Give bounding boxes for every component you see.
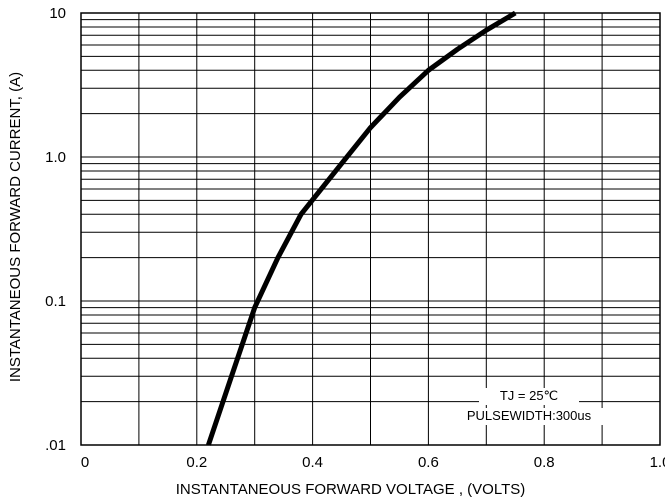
y-tick-label: .01 xyxy=(45,437,66,454)
y-axis-title: INSTANTANEOUS FORWARD CURRENT, (A) xyxy=(7,72,24,382)
forward-current-curve xyxy=(206,10,517,446)
y-tick-label: 10 xyxy=(49,5,66,22)
grid-lines xyxy=(81,12,660,446)
x-tick-label: 1.0 xyxy=(650,454,665,471)
y-tick-labels: .01 0.1 1.0 10 xyxy=(45,5,66,454)
plot-frame xyxy=(80,12,661,446)
x-tick-label: 0.4 xyxy=(302,454,323,471)
x-tick-label: 0.2 xyxy=(186,454,207,471)
x-tick-label: 0.8 xyxy=(534,454,555,471)
x-axis-title: INSTANTANEOUS FORWARD VOLTAGE , (VOLTS) xyxy=(176,481,525,498)
x-tick-label: 0 xyxy=(81,454,89,471)
y-tick-label: 0.1 xyxy=(45,293,66,310)
y-tick-label: 1.0 xyxy=(45,149,66,166)
annotation-text: PULSEWIDTH:300us xyxy=(467,408,592,423)
annotation-background xyxy=(479,388,579,405)
x-tick-label: 0.6 xyxy=(418,454,439,471)
x-tick-labels: 0 0.2 0.4 0.6 0.8 1.0 xyxy=(81,454,665,471)
annotation-background xyxy=(445,408,613,425)
annotation-box: TJ = 25℃ PULSEWIDTH:300us xyxy=(445,388,613,425)
annotation-text: TJ = 25℃ xyxy=(500,388,558,403)
